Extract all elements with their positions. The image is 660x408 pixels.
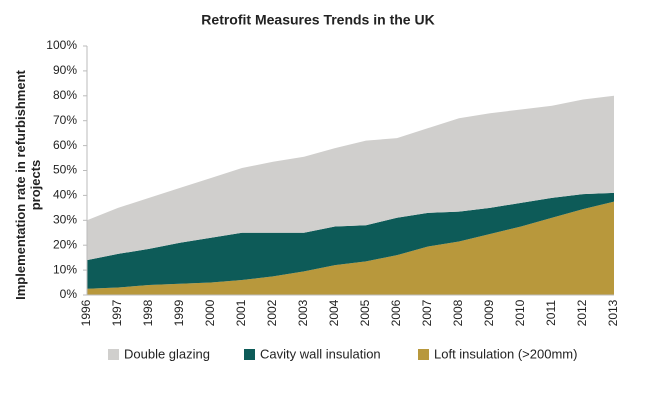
y-tick-label: 30%: [53, 212, 77, 226]
x-tick-label: 2007: [420, 299, 434, 326]
legend-label: Cavity wall insulation: [260, 346, 381, 361]
y-tick-label: 90%: [53, 63, 77, 77]
legend-label: Loft insulation (>200mm): [434, 346, 577, 361]
y-tick-label: 60%: [53, 138, 77, 152]
y-axis-label: Implementation rate in refurbishment pro…: [13, 70, 43, 300]
y-tick-label: 20%: [53, 237, 77, 251]
legend-label: Double glazing: [124, 346, 210, 361]
x-tick-label: 2009: [482, 299, 496, 326]
y-tick-label: 80%: [53, 88, 77, 102]
y-tick-label: 70%: [53, 113, 77, 127]
x-tick-label: 2011: [544, 300, 558, 326]
y-tick-label: 50%: [53, 163, 77, 177]
y-tick-label: 0%: [60, 287, 78, 301]
y-tick-label: 40%: [53, 188, 77, 202]
y-tick-label: 100%: [46, 38, 77, 52]
x-tick-label: 2000: [203, 299, 217, 326]
area: [87, 95, 614, 261]
x-tick-label: 1996: [79, 299, 93, 326]
chart-title: Retrofit Measures Trends in the UK: [201, 12, 434, 28]
x-tick-label: 1997: [110, 299, 124, 326]
area: [87, 201, 614, 295]
x-tick-label: 2001: [234, 299, 248, 326]
x-tick-label: 2008: [451, 299, 465, 326]
x-tick-label: 2010: [513, 299, 527, 326]
legend-swatch: [418, 349, 429, 360]
x-tick-label: 1999: [172, 299, 186, 326]
x-tick-label: 2003: [296, 299, 310, 326]
y-tick-label: 10%: [53, 262, 77, 276]
x-tick-label: 2006: [389, 299, 403, 326]
x-tick-label: 2005: [358, 299, 372, 326]
x-tick-label: 2013: [606, 299, 620, 326]
x-tick-label: 1998: [141, 299, 155, 326]
x-tick-label: 2002: [265, 299, 279, 326]
x-tick-label: 2012: [575, 299, 589, 326]
legend-swatch: [108, 349, 119, 360]
x-tick-label: 2004: [327, 299, 341, 326]
legend-swatch: [244, 349, 255, 360]
area: [87, 192, 614, 289]
